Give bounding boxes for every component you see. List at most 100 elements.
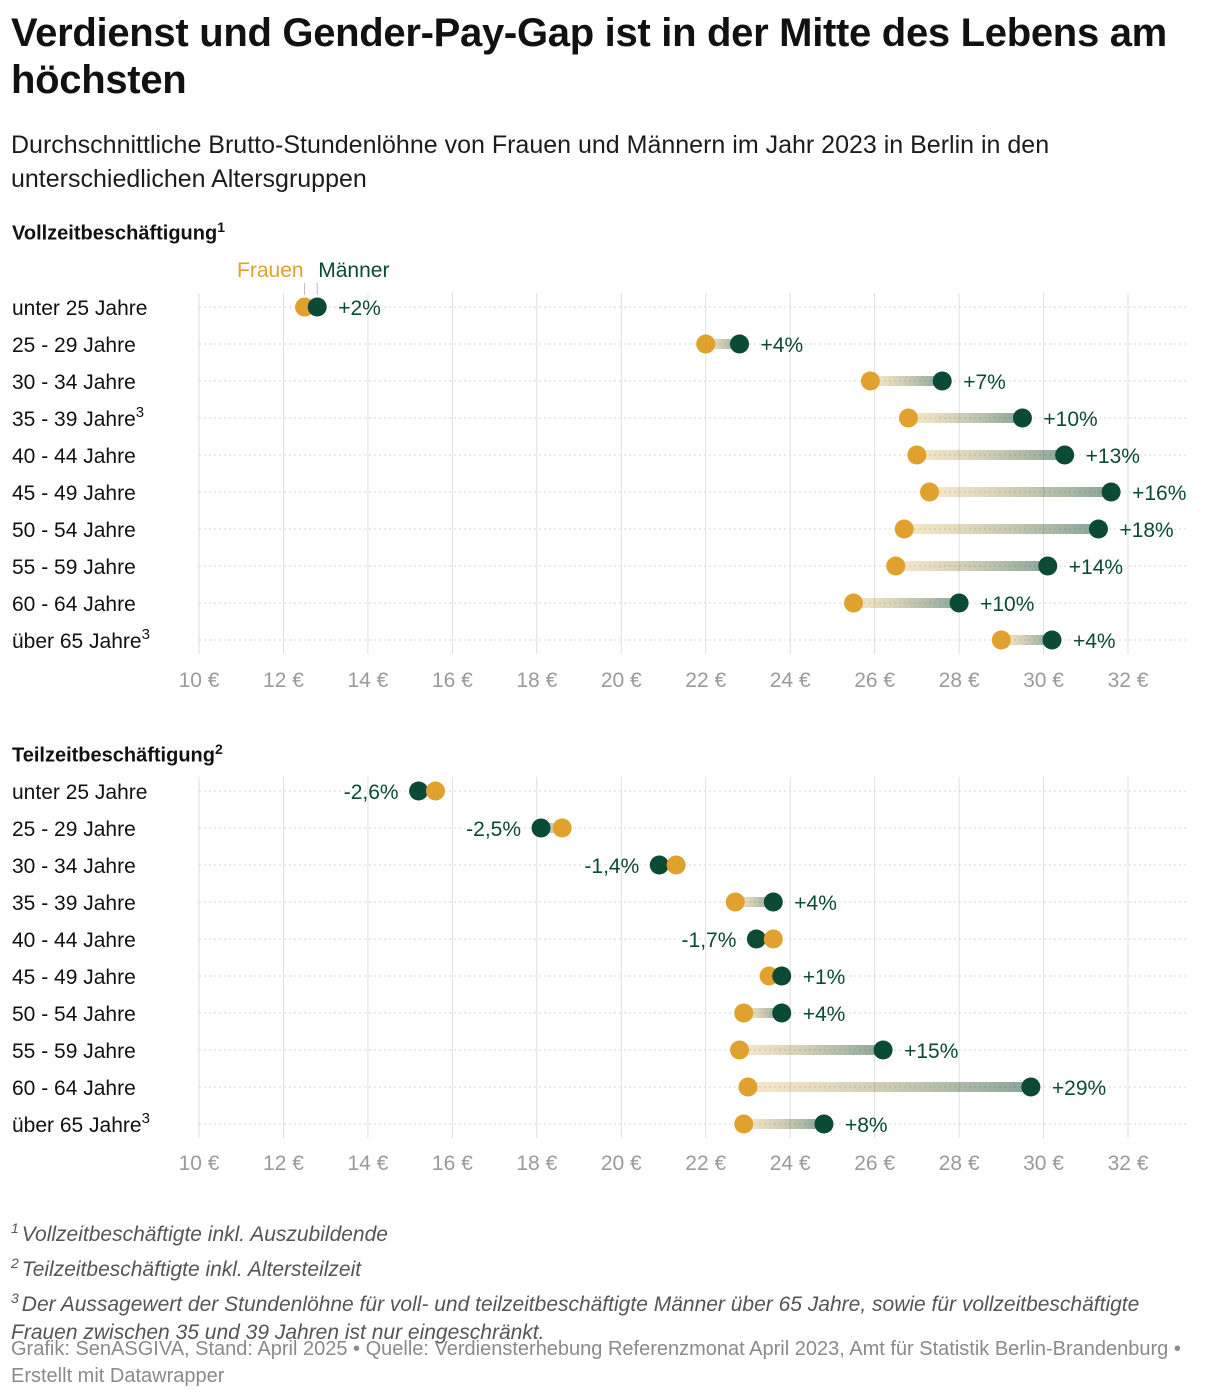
dot-maenner: [1088, 519, 1108, 539]
range-bar: [904, 524, 1099, 534]
range-bar: [739, 1045, 884, 1055]
x-tick-label: 12 €: [263, 669, 304, 692]
category-label: 35 - 39 Jahre: [12, 892, 136, 915]
dot-frauen: [860, 371, 880, 391]
range-bar: [929, 487, 1112, 497]
panel-title-vollzeit: Vollzeitbeschäftigung1: [12, 219, 225, 246]
category-label: 40 - 44 Jahre: [12, 929, 136, 952]
gap-label: -1,4%: [584, 855, 639, 878]
dot-maenner: [1038, 556, 1058, 576]
dot-maenner: [1055, 445, 1075, 465]
x-tick-label: 32 €: [1108, 1152, 1149, 1175]
footnote-3-num: 3: [11, 1290, 19, 1306]
dot-maenner: [1101, 482, 1121, 502]
dot-maenner: [1021, 1077, 1041, 1097]
gap-label: +29%: [1052, 1077, 1106, 1100]
range-bar: [1001, 635, 1052, 645]
panel-title-vollzeit-text: Vollzeitbeschäftigung: [12, 222, 218, 245]
dot-frauen: [696, 334, 716, 354]
footnote-1-text: Vollzeitbeschäftigte inkl. Auszubildende: [21, 1223, 388, 1246]
range-bar: [541, 823, 563, 833]
range-bar: [743, 1008, 782, 1018]
dot-maenner: [772, 1003, 792, 1023]
footnote-2: 2 Teilzeitbeschäftigte inkl. Altersteilze…: [11, 1249, 1201, 1284]
gap-label: +10%: [980, 593, 1034, 616]
category-label: über 65 Jahre3: [12, 1110, 150, 1137]
x-tick-label: 10 €: [179, 1152, 220, 1175]
dot-maenner: [1012, 408, 1032, 428]
x-tick-label: 24 €: [770, 1152, 811, 1175]
dot-maenner: [746, 929, 766, 949]
dot-frauen: [898, 408, 918, 428]
dot-frauen: [730, 1040, 750, 1060]
chart-title: Verdienst und Gender-Pay-Gap ist in der …: [11, 11, 1167, 102]
footnote-2-text: Teilzeitbeschäftigte inkl. Altersteilzei…: [21, 1258, 362, 1281]
category-label: über 65 Jahre3: [12, 626, 150, 653]
dot-frauen: [734, 1003, 754, 1023]
category-label: 25 - 29 Jahre: [12, 334, 136, 357]
x-tick-label: 20 €: [601, 1152, 642, 1175]
dot-maenner: [814, 1114, 834, 1134]
dot-frauen: [907, 445, 927, 465]
category-label: 40 - 44 Jahre: [12, 445, 136, 468]
gap-label: +10%: [1043, 408, 1097, 431]
footnote-3-text: Der Aussagewert der Stundenlöhne für vol…: [11, 1293, 1140, 1344]
category-label: 50 - 54 Jahre: [12, 1003, 136, 1026]
range-bar: [853, 598, 960, 608]
range-bar: [895, 561, 1048, 571]
dot-maenner: [873, 1040, 893, 1060]
dot-frauen: [844, 593, 864, 613]
x-tick-label: 14 €: [347, 1152, 388, 1175]
x-tick-label: 24 €: [770, 669, 811, 692]
x-tick-label: 32 €: [1108, 669, 1149, 692]
source-credit: Grafik: SenASGIVA, Stand: April 2025 • Q…: [11, 1338, 1181, 1387]
dot-frauen: [886, 556, 906, 576]
gap-label: +14%: [1069, 556, 1123, 579]
x-tick-label: 16 €: [432, 669, 473, 692]
category-label: 30 - 34 Jahre: [12, 371, 136, 394]
dot-maenner: [649, 855, 669, 875]
chart-subtitle: Durchschnittliche Brutto-Stundenlöhne vo…: [11, 131, 1050, 193]
x-tick-label: 30 €: [1023, 669, 1064, 692]
gap-label: +7%: [963, 371, 1006, 394]
category-label-sup: 3: [142, 1110, 150, 1127]
chart-vollzeit: 10 € 12 € 14 € 16 € 18 € 20 € 22 € 24 € 26 € 28 €…: [12, 259, 1188, 692]
category-label: 35 - 39 Jahre3: [12, 404, 144, 431]
gap-label: +4%: [1073, 630, 1116, 653]
gap-label: +18%: [1119, 519, 1173, 542]
dot-maenner: [307, 297, 327, 317]
legend-frauen: Frauen: [237, 259, 304, 282]
gap-label: +13%: [1086, 445, 1140, 468]
category-label: 30 - 34 Jahre: [12, 855, 136, 878]
dot-maenner: [730, 334, 750, 354]
gap-label: +4%: [761, 334, 804, 357]
range-bar: [747, 1082, 1031, 1092]
category-label: unter 25 Jahre: [12, 297, 147, 320]
gap-label: -1,7%: [682, 929, 737, 952]
x-tick-label: 22 €: [685, 1152, 726, 1175]
category-label: unter 25 Jahre: [12, 781, 147, 804]
x-tick-label: 12 €: [263, 1152, 304, 1175]
dot-frauen: [920, 482, 940, 502]
category-label: 50 - 54 Jahre: [12, 519, 136, 542]
gap-label: +2%: [338, 297, 381, 320]
category-label-sup: 3: [136, 404, 144, 421]
dot-frauen: [725, 892, 745, 912]
x-tick-label: 30 €: [1023, 1152, 1064, 1175]
range-bar: [916, 450, 1065, 460]
dot-frauen: [666, 855, 686, 875]
range-bar: [735, 897, 774, 907]
x-tick-label: 26 €: [854, 1152, 895, 1175]
gap-label: +1%: [803, 966, 846, 989]
dot-maenner: [772, 966, 792, 986]
range-bar: [870, 376, 943, 386]
category-label: 55 - 59 Jahre: [12, 556, 136, 579]
x-tick-label: 14 €: [347, 669, 388, 692]
category-label: 25 - 29 Jahre: [12, 818, 136, 841]
category-label-sup: 3: [142, 626, 150, 643]
category-label: 45 - 49 Jahre: [12, 482, 136, 505]
dot-maenner: [531, 818, 551, 838]
x-tick-label: 18 €: [516, 1152, 557, 1175]
gap-label: +15%: [904, 1040, 958, 1063]
dot-frauen: [738, 1077, 758, 1097]
